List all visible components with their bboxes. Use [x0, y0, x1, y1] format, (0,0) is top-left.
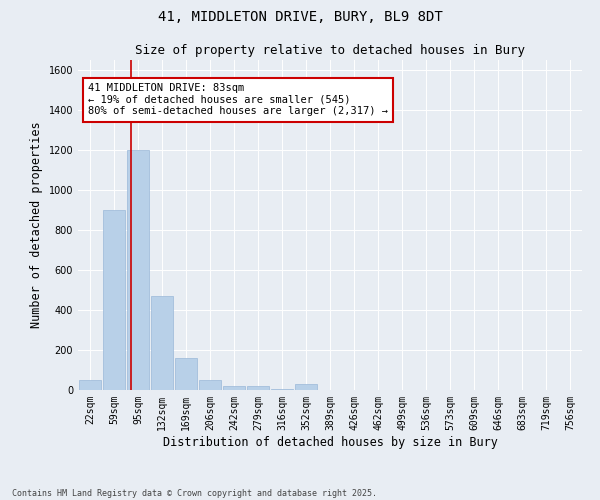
Bar	[199, 380, 221, 390]
Bar	[175, 358, 197, 390]
Bar	[79, 380, 101, 390]
Bar	[151, 296, 173, 390]
X-axis label: Distribution of detached houses by size in Bury: Distribution of detached houses by size …	[163, 436, 497, 448]
Title: Size of property relative to detached houses in Bury: Size of property relative to detached ho…	[135, 44, 525, 58]
Text: 41 MIDDLETON DRIVE: 83sqm
← 19% of detached houses are smaller (545)
80% of semi: 41 MIDDLETON DRIVE: 83sqm ← 19% of detac…	[88, 83, 388, 116]
Bar	[295, 384, 317, 390]
Bar	[223, 386, 245, 390]
Y-axis label: Number of detached properties: Number of detached properties	[30, 122, 43, 328]
Bar	[103, 210, 125, 390]
Bar	[247, 386, 269, 390]
Text: Contains HM Land Registry data © Crown copyright and database right 2025.: Contains HM Land Registry data © Crown c…	[12, 488, 377, 498]
Text: 41, MIDDLETON DRIVE, BURY, BL9 8DT: 41, MIDDLETON DRIVE, BURY, BL9 8DT	[158, 10, 442, 24]
Bar	[271, 389, 293, 390]
Bar	[127, 150, 149, 390]
